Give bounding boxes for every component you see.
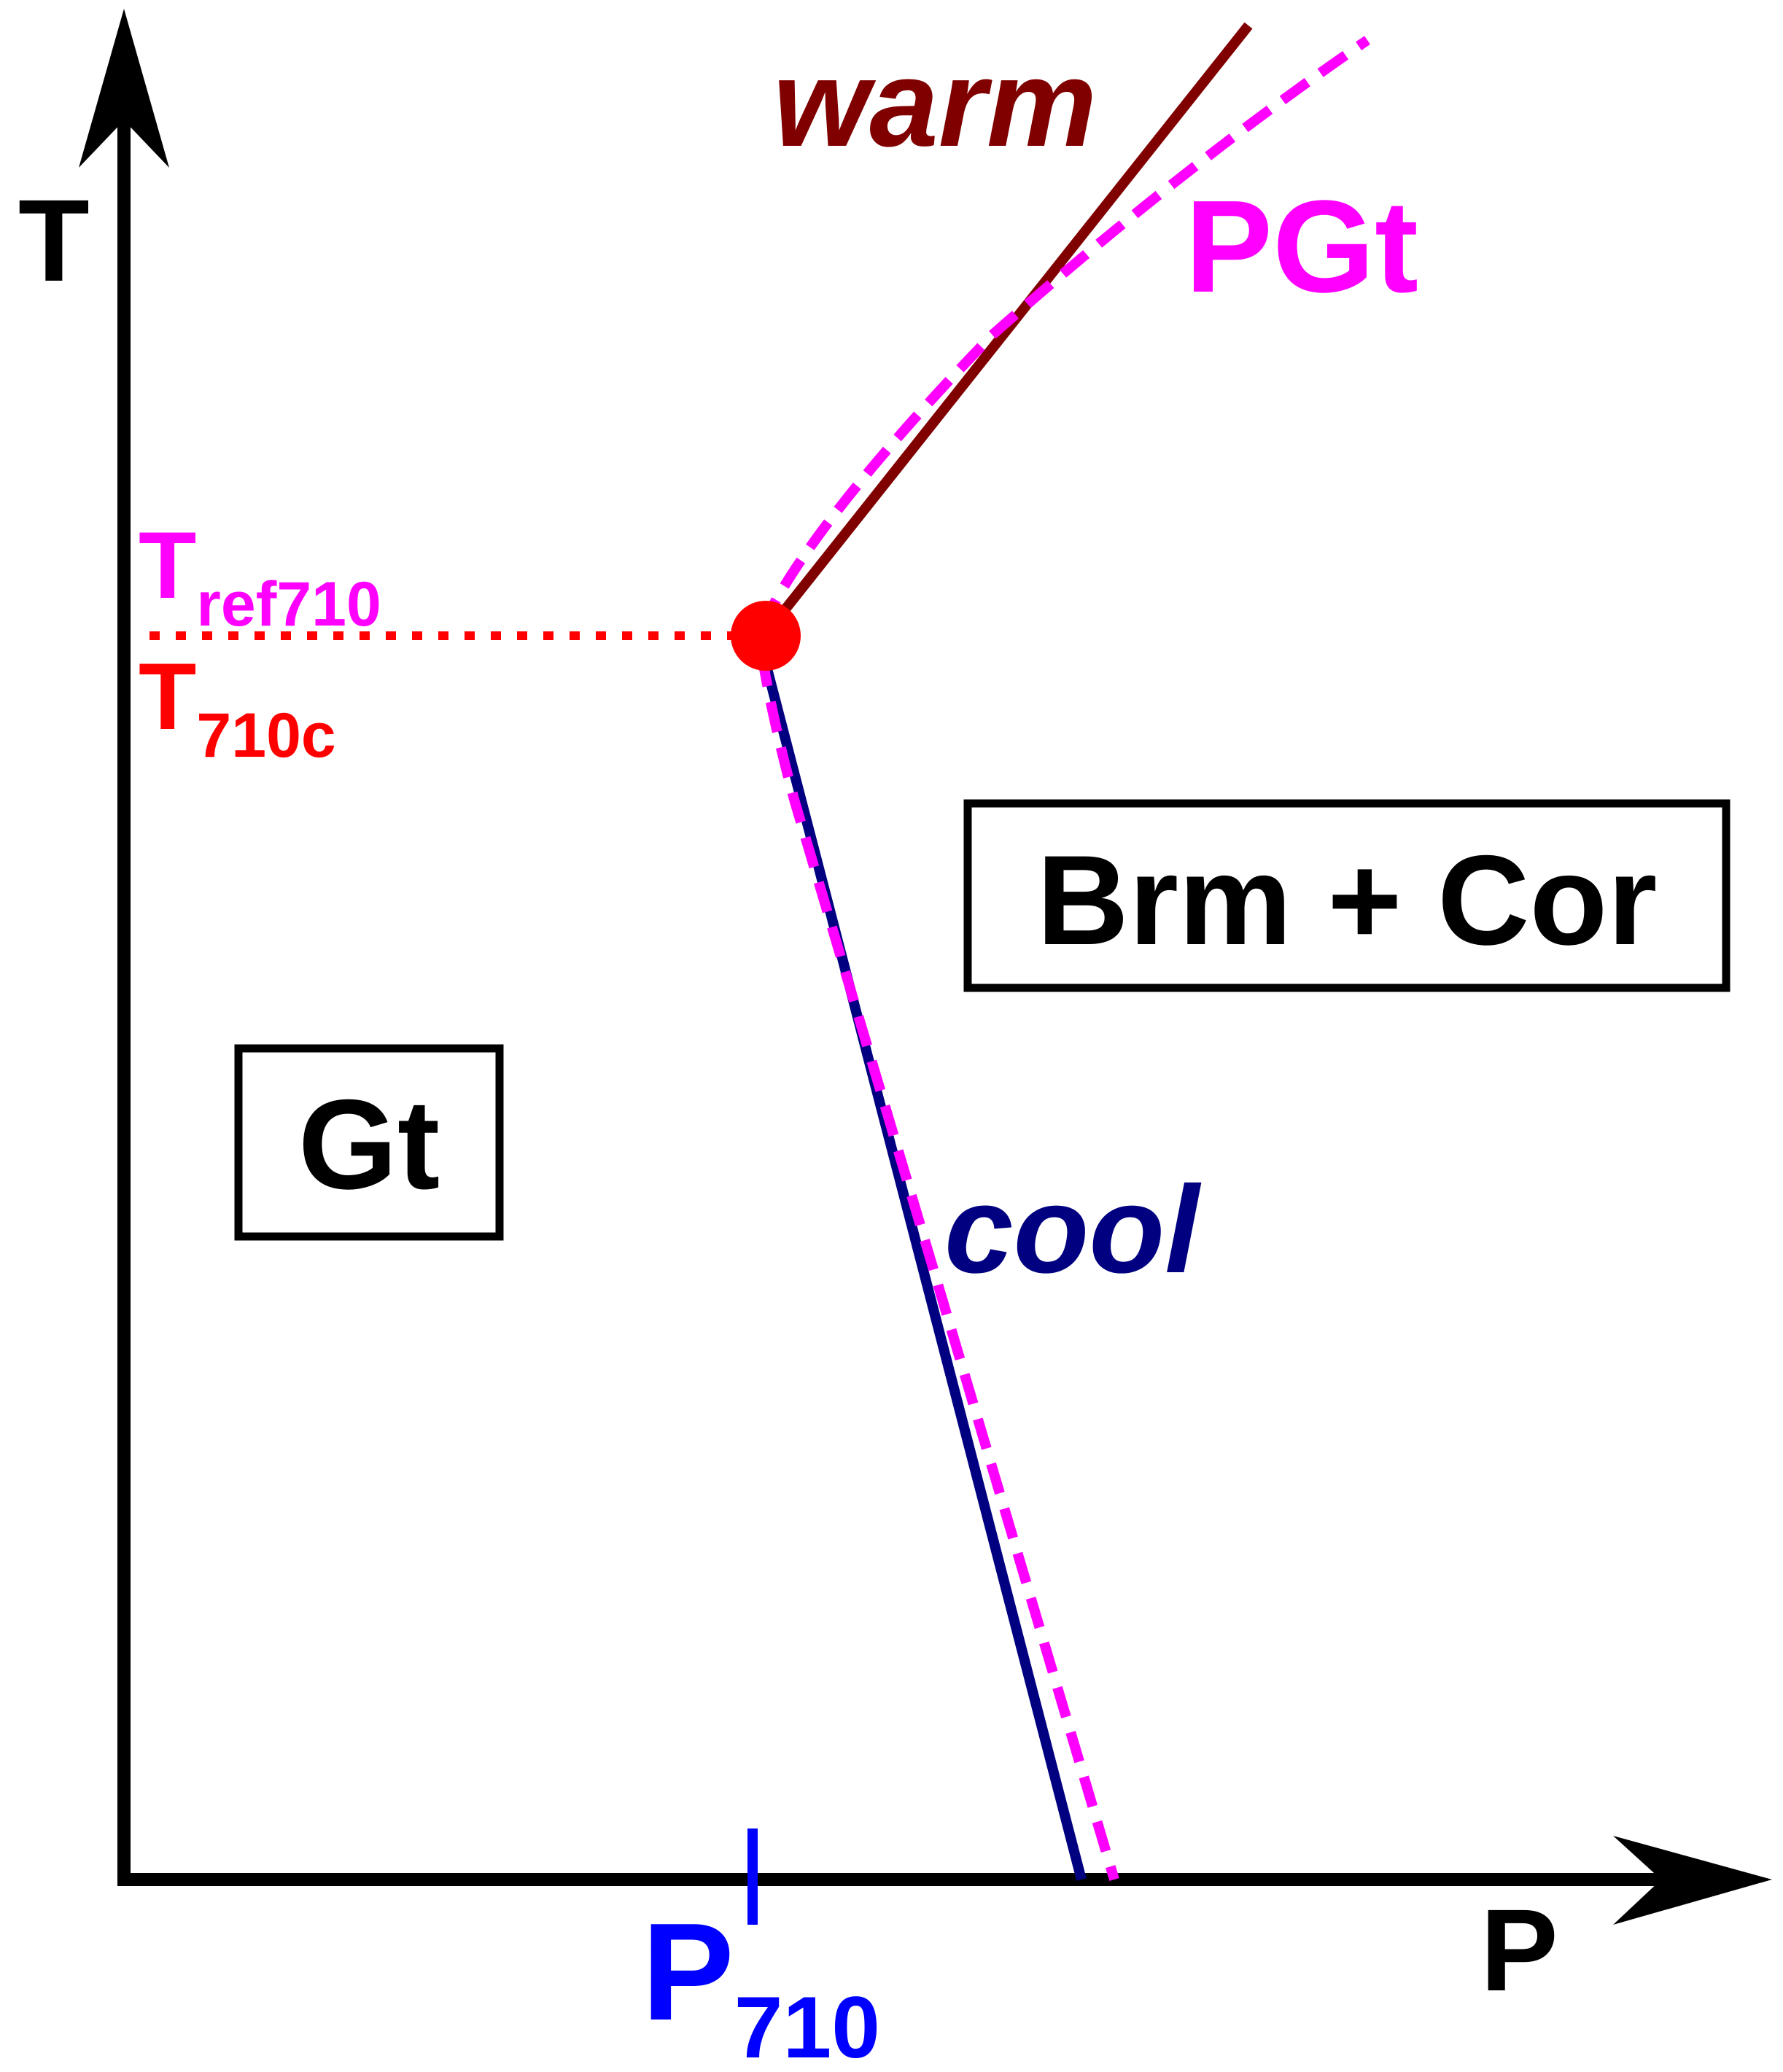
gt-region-label: Gt bbox=[298, 1074, 440, 1216]
warm-curve-label: warm bbox=[773, 34, 1097, 173]
cool-curve-label: cool bbox=[944, 1161, 1202, 1299]
p710-subscript: 710 bbox=[734, 1979, 880, 2072]
brm-cor-region-label: Brm + Cor bbox=[1037, 830, 1658, 972]
tref710-label: Tref710 bbox=[139, 512, 381, 639]
p710-main: P bbox=[642, 1895, 734, 2049]
p-axis-arrowhead bbox=[1613, 1836, 1772, 1925]
triple-point-marker bbox=[731, 601, 801, 671]
t710c-main: T bbox=[139, 643, 196, 749]
warm-boundary-line bbox=[760, 22, 1253, 639]
p710-label: P710 bbox=[642, 1895, 880, 2072]
brm-cor-region-box bbox=[963, 799, 1730, 992]
pgt-curve-upper bbox=[757, 36, 1370, 629]
pgt-curve-lower bbox=[757, 655, 1119, 1881]
t710c-subscript: 710c bbox=[196, 701, 335, 771]
pgt-curve-label: PGt bbox=[1185, 174, 1418, 320]
tref710-main: T bbox=[139, 512, 196, 618]
t-axis-label: T bbox=[18, 175, 90, 305]
gt-region-box bbox=[234, 1044, 504, 1241]
tref710-subscript: ref710 bbox=[196, 569, 381, 639]
t710c-label: T710c bbox=[139, 643, 336, 771]
t-axis-arrowhead bbox=[79, 9, 169, 168]
p-axis-label: P bbox=[1480, 1885, 1558, 2015]
